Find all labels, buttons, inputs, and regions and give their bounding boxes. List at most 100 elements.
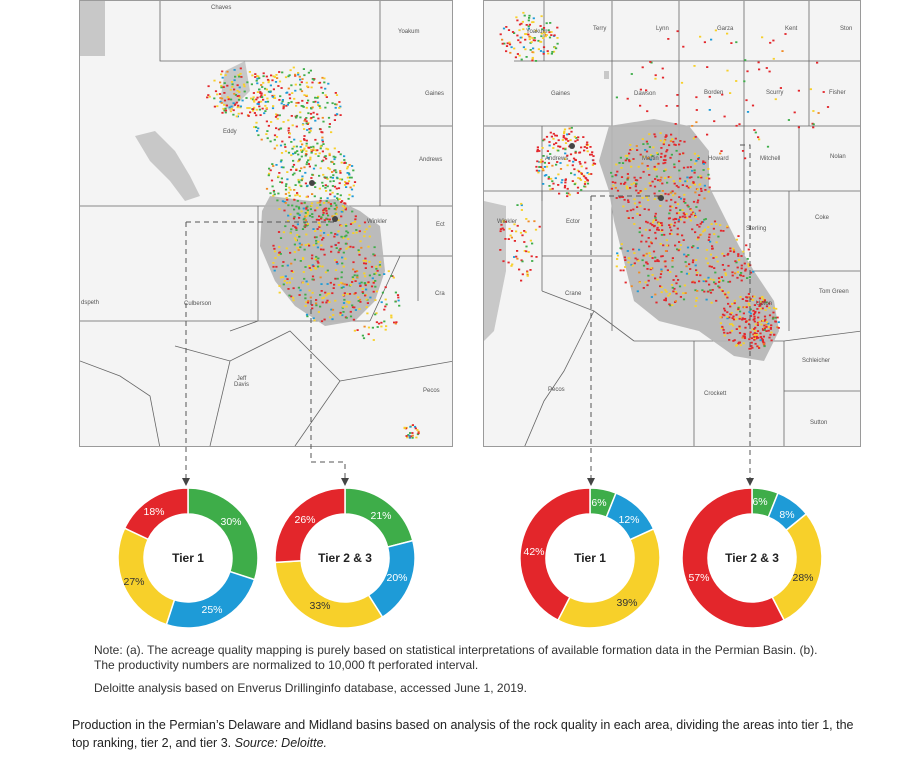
well-dot: [298, 195, 301, 198]
well-dot: [309, 158, 312, 161]
well-dot: [749, 298, 752, 300]
well-dot: [676, 94, 679, 96]
well-dot: [280, 166, 283, 169]
well-dot: [286, 264, 289, 267]
well-dot: [749, 271, 753, 274]
well-dot: [290, 295, 293, 298]
well-dot: [574, 151, 577, 154]
well-dot: [306, 283, 309, 286]
well-dot: [624, 159, 627, 162]
well-dot: [266, 137, 269, 140]
well-dot: [310, 117, 313, 119]
well-dot: [264, 110, 267, 112]
well-dot: [760, 337, 763, 340]
well-dot: [768, 302, 771, 305]
well-dot: [525, 33, 528, 35]
well-dot: [539, 166, 543, 168]
county-label: Martin: [642, 156, 659, 162]
well-dot: [308, 165, 311, 168]
well-dot: [333, 169, 336, 172]
well-dot: [626, 97, 629, 100]
well-dot: [664, 299, 667, 302]
well-dot: [707, 239, 710, 241]
well-dot: [321, 238, 324, 241]
well-dot: [282, 107, 285, 110]
well-dot: [296, 200, 299, 202]
well-dot: [363, 230, 366, 233]
well-dot: [406, 436, 409, 439]
county-label: Fisher: [829, 90, 846, 96]
well-dot: [302, 218, 305, 221]
well-dot: [630, 285, 633, 288]
well-dot: [564, 148, 567, 151]
well-dot: [346, 176, 349, 179]
well-dot: [299, 146, 302, 148]
well-dot: [633, 262, 636, 265]
well-dot: [373, 254, 376, 257]
well-dot: [762, 300, 765, 303]
well-dot: [319, 128, 322, 131]
well-dot: [546, 50, 549, 52]
well-dot: [562, 134, 565, 137]
well-dot: [507, 261, 510, 264]
well-dot: [767, 329, 770, 332]
well-dot: [674, 301, 677, 303]
well-dot: [374, 280, 377, 282]
well-dot: [312, 147, 315, 149]
well-dot: [642, 143, 645, 145]
well-dot: [229, 110, 232, 113]
well-dot: [685, 180, 688, 183]
well-dot: [750, 337, 753, 340]
well-dot: [692, 182, 695, 184]
well-dot: [706, 262, 709, 265]
well-dot: [325, 209, 328, 212]
well-dot: [213, 105, 216, 108]
well-dot: [306, 85, 309, 88]
well-dot: [377, 322, 381, 325]
well-dot: [661, 255, 664, 257]
well-dot: [627, 217, 630, 219]
well-dot: [586, 179, 589, 182]
well-dot: [765, 326, 768, 328]
well-dot: [340, 210, 343, 213]
well-dot: [515, 255, 518, 258]
well-dot: [635, 145, 638, 147]
well-dot: [505, 45, 509, 47]
well-dot: [414, 427, 417, 430]
well-dot: [319, 147, 322, 150]
well-dot: [555, 142, 558, 144]
well-dot: [634, 257, 637, 260]
well-dot: [282, 261, 285, 263]
well-dot: [586, 150, 589, 153]
well-dot: [314, 164, 317, 167]
well-dot: [265, 120, 268, 123]
well-dot: [577, 136, 580, 139]
well-dot: [316, 142, 319, 145]
well-dot: [213, 97, 216, 100]
well-dot: [273, 147, 276, 150]
well-dot: [272, 194, 275, 197]
well-dot: [328, 220, 331, 223]
donut-slice-red: [681, 487, 786, 629]
well-dot: [284, 150, 288, 153]
well-dot: [317, 261, 320, 264]
well-dot: [292, 217, 296, 220]
well-dot: [348, 164, 351, 166]
well-dot: [741, 336, 744, 339]
well-dot: [524, 33, 527, 35]
well-dot: [738, 316, 742, 318]
well-dot: [673, 143, 676, 146]
well-dot: [299, 260, 302, 262]
well-dot: [654, 215, 657, 218]
well-dot: [743, 306, 746, 309]
well-dot: [290, 115, 293, 117]
well-dot: [385, 325, 388, 328]
well-dot: [644, 149, 647, 151]
well-dot: [531, 51, 534, 53]
well-dot: [664, 297, 667, 300]
well-dot: [315, 239, 318, 242]
well-dot: [542, 37, 545, 39]
well-dot: [297, 101, 300, 104]
well-dot: [663, 170, 666, 172]
well-dot: [735, 41, 738, 44]
